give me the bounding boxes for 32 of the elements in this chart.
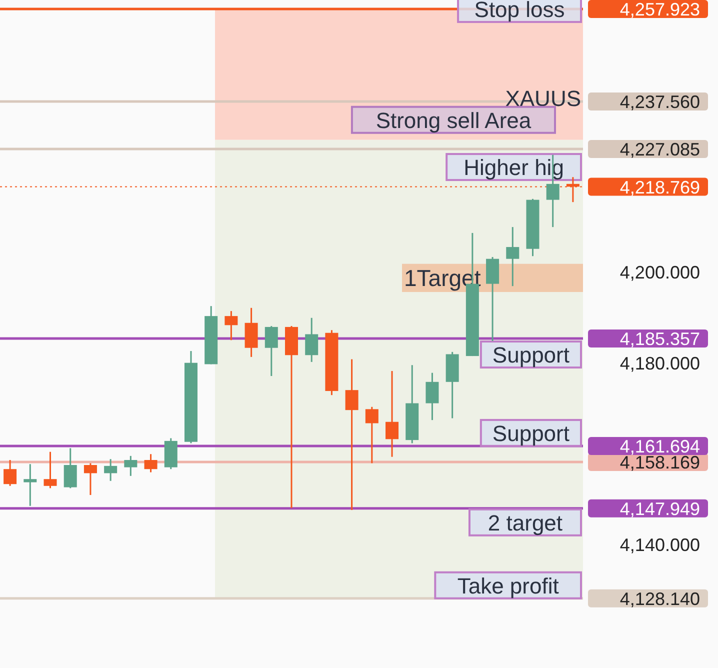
y-tick-label: 4,147.949 (620, 498, 700, 519)
y-tick-label: 4,140.000 (620, 534, 700, 555)
y-tick-label: 4,237.560 (620, 92, 700, 112)
ref-line-label: Support (492, 420, 570, 446)
candlestick (224, 310, 238, 341)
candlestick (124, 455, 138, 477)
ref-line-label: Stop loss (474, 0, 565, 22)
y-tick-label: 4,200.000 (620, 262, 700, 283)
candlestick (84, 462, 97, 496)
y-tick-label: 4,161.694 (620, 436, 700, 456)
candlestick (144, 453, 158, 474)
candlestick (24, 463, 37, 507)
candlestick (305, 317, 318, 363)
y-tick-label: 4,257.923 (620, 0, 700, 20)
ref-line-label: Support (492, 342, 570, 368)
candlestick (365, 406, 378, 464)
y-tick-label: 4,128.140 (620, 588, 700, 609)
ref-line-label: Take profit (457, 573, 559, 598)
y-tick-label: 4,185.357 (620, 329, 700, 350)
candlestick (264, 325, 278, 377)
ref-line-label: 2 target (488, 510, 563, 536)
candlestick (64, 447, 77, 489)
y-tick-label: 4,218.769 (620, 177, 700, 198)
candlestick (4, 459, 17, 487)
candlestick (345, 358, 358, 511)
candlestick (506, 226, 520, 287)
y-tick-label: 4,180.000 (620, 353, 700, 374)
candlestick (386, 370, 399, 458)
candlestick (426, 372, 439, 421)
y-tick-label: 4,227.085 (620, 140, 700, 160)
candlestick (104, 458, 118, 482)
candlestick (44, 451, 57, 489)
